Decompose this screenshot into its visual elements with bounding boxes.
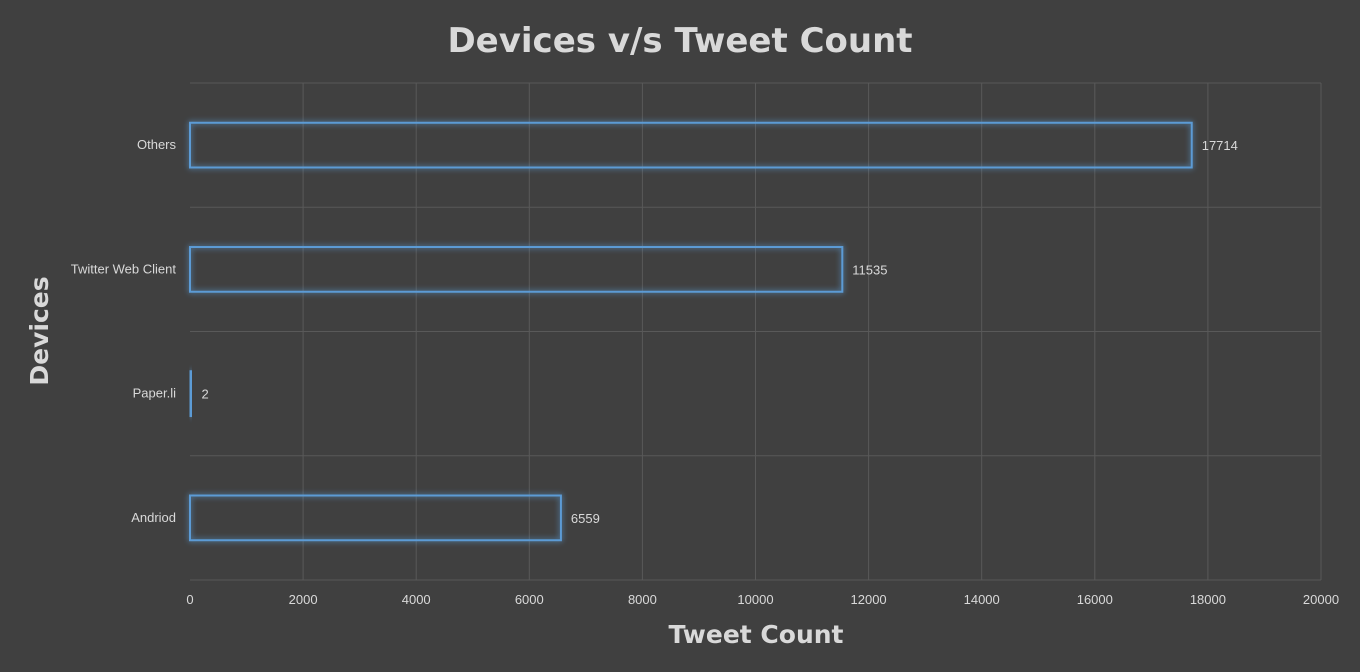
x-tick-label: 10000 (737, 592, 773, 607)
bar (189, 121, 1193, 169)
x-tick-label: 18000 (1190, 592, 1226, 607)
category-label: Andriod (131, 510, 176, 525)
bar (189, 370, 193, 417)
chart-title: Devices v/s Tweet Count (447, 21, 912, 61)
x-tick-label: 12000 (851, 592, 887, 607)
x-tick-label: 0 (186, 592, 193, 607)
bar (189, 494, 562, 542)
x-tick-label: 8000 (628, 592, 657, 607)
plot-area: 0 2000 4000 6000 8000 10000 12000 14000 16000 180… (71, 82, 1339, 607)
category-label: Paper.li (133, 386, 176, 401)
x-tick-label: 14000 (964, 592, 1000, 607)
x-tick-label: 6000 (515, 592, 544, 607)
category-label: Twitter Web Client (71, 261, 177, 276)
x-tick-label: 20000 (1303, 592, 1339, 607)
data-label: 2 (202, 387, 209, 402)
x-tick-label: 16000 (1077, 592, 1113, 607)
data-label: 6559 (571, 511, 600, 526)
data-label: 17714 (1202, 138, 1238, 153)
y-axis-title: Devices (25, 276, 54, 385)
x-axis-title: Tweet Count (668, 620, 843, 649)
data-label: 11535 (852, 262, 887, 277)
bar (189, 246, 844, 293)
x-tick-label: 4000 (402, 592, 431, 607)
category-label: Others (137, 137, 177, 152)
x-tick-label: 2000 (289, 592, 318, 607)
